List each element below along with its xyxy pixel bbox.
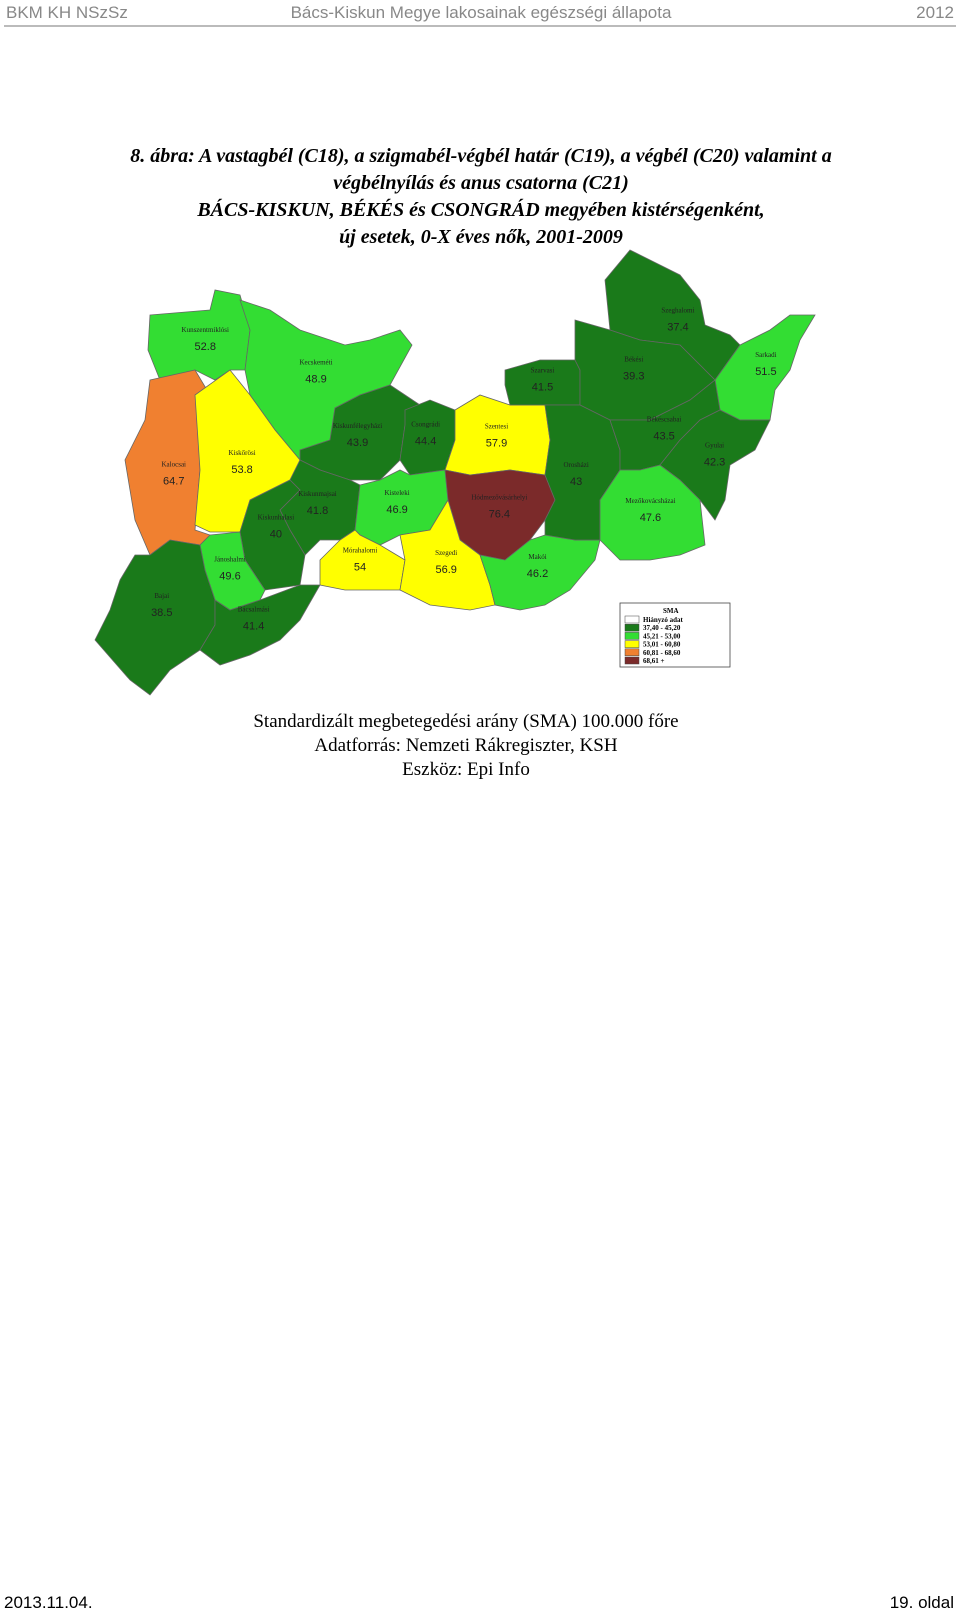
region-value: 44.4 bbox=[415, 435, 436, 447]
region-name: Csongrádi bbox=[411, 420, 440, 428]
region bbox=[479, 534, 601, 611]
region-name: Orosházi bbox=[564, 461, 589, 469]
region-name: Szegedi bbox=[435, 549, 457, 557]
region-name: Kiskunmajsai bbox=[298, 490, 337, 498]
region-name: Mórahalomi bbox=[343, 547, 378, 555]
header-right: 2012 bbox=[916, 3, 954, 22]
region-value: 46.9 bbox=[386, 504, 407, 516]
region-value: 57.9 bbox=[486, 438, 507, 450]
region-value: 37.4 bbox=[667, 322, 688, 334]
legend-label: 45,21 - 53,00 bbox=[643, 632, 681, 640]
figure-title: 8. ábra: A vastagbél (C18), a szigmabél-… bbox=[130, 145, 831, 248]
region-name: Hódmezővásárhelyi bbox=[471, 494, 527, 502]
region-name: Jánoshalmi bbox=[214, 555, 246, 563]
region-name: Kalocsai bbox=[162, 461, 187, 469]
region-value: 43.9 bbox=[347, 437, 368, 449]
legend-swatch bbox=[624, 632, 640, 640]
region-value: 39.3 bbox=[623, 370, 644, 382]
legend-swatch bbox=[624, 648, 640, 657]
legend-label: 60,81 - 68,60 bbox=[643, 649, 681, 657]
region-name: Kisteleki bbox=[384, 489, 409, 497]
legend-label: Hiányzó adat bbox=[643, 616, 684, 624]
region-value: 41.4 bbox=[243, 620, 264, 632]
region-name: Kiskőrösi bbox=[228, 449, 255, 457]
caption-line: Standardizált megbetegedési arány (SMA) … bbox=[253, 711, 678, 732]
region-value: 51.5 bbox=[755, 366, 776, 378]
region-value: 42.3 bbox=[704, 457, 725, 469]
footer-page: 19. oldal bbox=[890, 1593, 954, 1612]
region-value: 64.7 bbox=[163, 476, 184, 488]
region-name: Bácsalmási bbox=[238, 605, 270, 613]
region-value: 52.8 bbox=[195, 341, 216, 353]
legend-swatch bbox=[624, 640, 640, 648]
legend-title: SMA bbox=[663, 607, 679, 615]
region-value: 47.6 bbox=[640, 512, 661, 524]
region-value: 56.9 bbox=[435, 564, 456, 576]
region-value: 41.8 bbox=[307, 505, 328, 517]
caption: Standardizált megbetegedési arány (SMA) … bbox=[253, 711, 678, 780]
region bbox=[599, 464, 706, 561]
header-left: BKM KH NSzSz bbox=[6, 3, 128, 22]
region-name: Kiskunfélegyházi bbox=[333, 422, 382, 430]
region-name: Makói bbox=[528, 553, 546, 561]
region-name: Szarvasi bbox=[531, 367, 555, 375]
region-value: 40 bbox=[270, 528, 282, 540]
region-value: 76.4 bbox=[489, 509, 510, 521]
title-line: végbélnyílás és anus csatorna (C21) bbox=[333, 172, 629, 194]
region-value: 43.5 bbox=[653, 430, 674, 442]
title-line: 8. ábra: A vastagbél (C18), a szigmabél-… bbox=[130, 145, 831, 167]
region-name: Gyulai bbox=[705, 442, 724, 450]
map: Kunszentmiklósi 52.8 Kecskeméti 48.9 Kalocsa… bbox=[94, 249, 816, 696]
region-name: Kunszentmiklósi bbox=[182, 326, 229, 334]
region-value: 54 bbox=[354, 562, 366, 574]
region-value: 38.5 bbox=[151, 607, 172, 619]
region-value: 41.5 bbox=[532, 382, 553, 394]
region-name: Békési bbox=[624, 355, 643, 363]
region-name: Bajai bbox=[154, 592, 169, 600]
region bbox=[147, 289, 251, 381]
title-line: BÁCS-KISKUN, BÉKÉS és CSONGRÁD megyében … bbox=[196, 198, 764, 221]
footer-date: 2013.11.04. bbox=[4, 1593, 93, 1612]
legend-swatch bbox=[624, 623, 640, 632]
caption-line: Adatforrás: Nemzeti Rákregiszter, KSH bbox=[314, 735, 617, 756]
region-value: 48.9 bbox=[305, 373, 326, 385]
caption-line: Eszköz: Epi Info bbox=[402, 759, 530, 780]
legend-swatch bbox=[624, 656, 640, 665]
legend-label: 68,61 + bbox=[643, 657, 665, 665]
region-name: Szeghalomi bbox=[661, 307, 694, 315]
region-value: 43 bbox=[570, 476, 582, 488]
region-value: 53.8 bbox=[231, 464, 252, 476]
region-name: Kecskeméti bbox=[299, 358, 332, 366]
header-center: Bács-Kiskun Megye lakosainak egészségi á… bbox=[291, 3, 672, 22]
region-value: 49.6 bbox=[219, 570, 240, 582]
region-name: Sarkadi bbox=[755, 351, 776, 359]
region bbox=[199, 584, 321, 666]
legend-label: 37,40 - 45,20 bbox=[643, 624, 681, 632]
region-name: Békéscsabai bbox=[647, 415, 682, 423]
region bbox=[444, 394, 551, 476]
title-line: új esetek, 0-X éves nők, 2001-2009 bbox=[339, 226, 623, 248]
region-name: Kiskunhalasi bbox=[258, 513, 295, 521]
legend-label: 53,01 - 60,80 bbox=[643, 641, 681, 649]
region-name: Mezőkovácsházai bbox=[625, 497, 675, 505]
region-name: Szentesi bbox=[485, 423, 508, 431]
region-value: 46.2 bbox=[527, 568, 548, 580]
legend-swatch bbox=[624, 615, 640, 624]
